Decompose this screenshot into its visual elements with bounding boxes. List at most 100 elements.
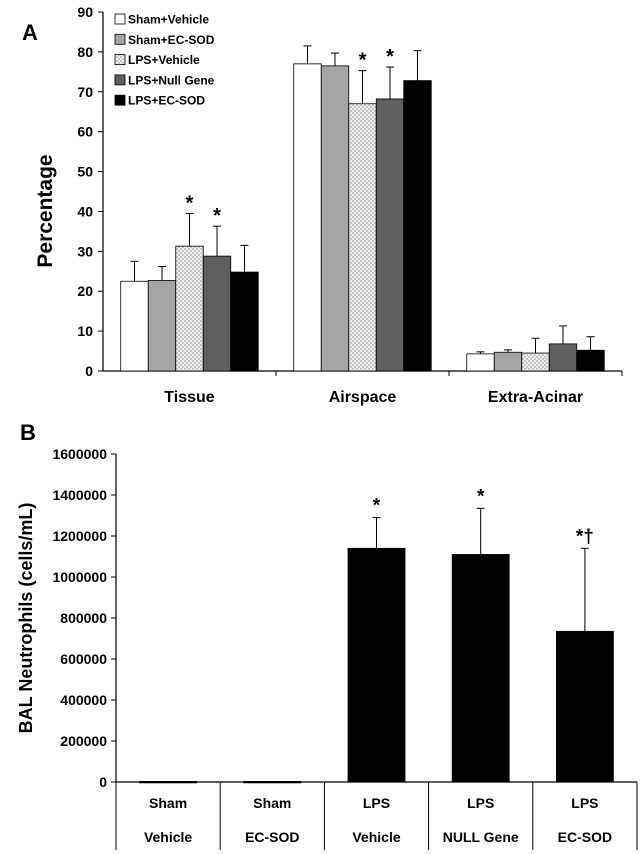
bar [451,554,510,783]
error-bar [476,507,485,555]
category-label-line1: LPS [571,795,598,811]
error-bar [580,547,589,632]
y-tick-label: 90 [77,4,93,20]
bar [493,351,523,372]
legend-item: LPS+Vehicle [114,53,200,67]
error-bar [303,45,312,64]
error-bar [358,70,367,104]
bar [320,65,350,372]
panel-a-legend: Sham+Vehicle Sham+EC-SOD LPS+Vehicle LPS+Nu… [114,13,215,108]
x-tick-label: Airspace [329,389,397,406]
panel-b-category-table: Sham Vehicle Sham EC-SOD LPS Vehicle LPS NULL G… [115,782,638,850]
legend-swatch [114,13,126,25]
bar [347,547,406,783]
y-tick-label: 40 [77,203,93,219]
y-tick-label: 0 [99,774,107,790]
significance-mark: * [186,192,194,214]
legend-swatch [114,54,126,65]
bar [556,630,614,783]
category-label-line1: Sham [253,795,291,811]
bar [403,80,432,372]
significance-mark: * [213,205,221,227]
panel-a-bars: * * * * [120,45,605,372]
legend-label: LPS+Null Gene [128,73,215,87]
panel-b: B BAL Neutrophils (cells/mL) 0 200000 4000… [16,420,638,850]
error-bar [386,66,394,99]
error-bar [504,349,512,353]
y-tick-label: 0 [85,363,93,379]
category-label-line1: Sham [149,795,187,811]
error-bar [130,260,139,282]
legend-label: Sham+Vehicle [128,13,209,27]
panel-b-y-axis-label: BAL Neutrophils (cells/mL) [16,503,36,734]
bar [139,780,198,784]
legend-item: Sham+Vehicle [114,13,209,27]
significance-mark: * [359,50,367,72]
bar [466,353,495,372]
y-tick-label: 50 [77,164,93,180]
error-bar [476,351,485,354]
error-bar [185,212,194,247]
legend-swatch [114,33,126,45]
significance-mark: * [477,486,485,507]
panel-a: A Percentage 0 10 20 30 40 50 60 70 80 90 * * * * Ti… [22,4,623,406]
panel-a-x-axis: Tissue Airspace Extra-Acinar [164,389,583,406]
y-tick-label: 30 [77,243,93,259]
significance-mark: *† [576,526,594,547]
error-bar [559,325,567,344]
legend-label: Sham+EC-SOD [128,33,215,47]
bar [175,245,204,372]
significance-mark: * [373,496,381,517]
panel-a-letter: A [22,20,38,45]
error-bar [413,50,422,81]
bar [348,103,377,372]
error-bar [240,244,249,273]
y-tick-label: 1600000 [52,446,107,462]
error-bar [531,337,540,354]
y-tick-label: 80 [77,44,93,60]
y-tick-label: 10 [77,323,93,339]
category-label-line2: EC-SOD [558,829,612,845]
bar [293,63,322,372]
legend-item: Sham+EC-SOD [114,33,215,47]
legend-label: LPS+EC-SOD [128,94,205,108]
y-tick-label: 200000 [60,733,107,749]
y-tick-label: 600000 [60,651,107,667]
x-tick-label: Extra-Acinar [488,389,583,406]
bar [230,271,259,372]
y-tick-label: 1000000 [52,569,107,585]
category-label-line2: EC-SOD [245,829,299,845]
bar [147,280,177,372]
y-tick-label: 1200000 [52,528,107,544]
legend-swatch [114,94,126,106]
legend-label: LPS+Vehicle [128,53,200,67]
y-tick-label: 400000 [60,692,107,708]
category-label-line1: LPS [363,795,390,811]
y-tick-label: 60 [77,124,93,140]
bar [576,349,605,372]
bar [202,255,232,372]
panel-b-bars: * * *† [139,486,614,784]
bar [521,352,550,372]
error-bar [372,517,381,549]
error-bar [213,225,221,257]
significance-mark: * [386,46,394,68]
error-bar [158,265,166,281]
legend-item: LPS+Null Gene [114,73,215,87]
y-tick-label: 800000 [60,610,107,626]
category-label-line2: NULL Gene [443,829,519,845]
y-tick-label: 1400000 [52,487,107,503]
bar [243,780,302,784]
y-tick-label: 70 [77,84,93,100]
bar [548,343,578,372]
legend-item: LPS+EC-SOD [114,94,205,108]
y-tick-label: 20 [77,283,93,299]
panel-b-y-axis: 0 200000 400000 600000 800000 1000000 1200000 1… [52,446,637,790]
category-label-line2: Vehicle [144,829,192,845]
bar [375,98,405,372]
category-label-line1: LPS [467,795,494,811]
panel-a-y-axis-label: Percentage [34,154,57,267]
bar [120,280,149,372]
error-bar [331,52,339,66]
panel-b-letter: B [20,420,36,445]
